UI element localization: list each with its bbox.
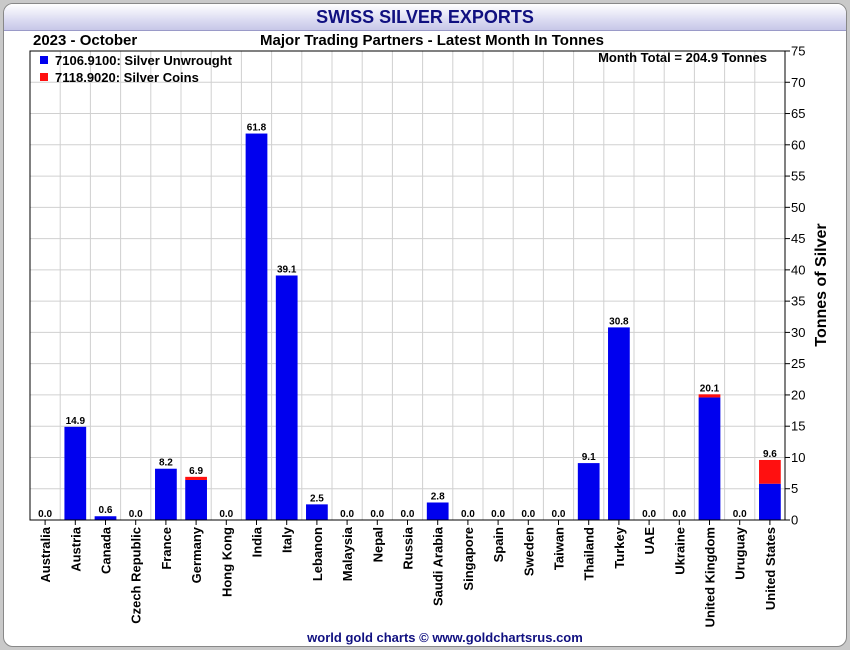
x-tick-label: Nepal <box>370 527 385 562</box>
y-tick-label: 60 <box>791 137 805 152</box>
y-tick-label: 65 <box>791 106 805 121</box>
data-label: 9.1 <box>582 452 596 463</box>
y-tick-label: 45 <box>791 231 805 246</box>
legend-label-unwrought: 7106.9100: Silver Unwrought <box>55 53 233 68</box>
y-tick-label: 0 <box>791 513 798 528</box>
y-tick-label: 5 <box>791 481 798 496</box>
x-tick-label: United States <box>763 527 778 610</box>
data-label: 0.0 <box>219 509 233 520</box>
bar-unwrought-united-kingdom <box>698 397 721 520</box>
x-tick-label: Sweden <box>521 527 536 576</box>
data-label: 39.1 <box>277 264 297 275</box>
x-tick-label: Saudi Arabia <box>431 526 446 606</box>
y-tick-label: 50 <box>791 200 805 215</box>
bar-unwrought-lebanon <box>306 504 328 520</box>
bar-coins-united-states <box>759 459 781 484</box>
y-tick-label: 55 <box>791 169 805 184</box>
legend-swatch-coins <box>40 73 48 81</box>
data-label: 2.5 <box>310 493 324 504</box>
x-tick-label: Uruguay <box>733 526 748 580</box>
title-bar: SWISS SILVER EXPORTS <box>4 4 846 31</box>
x-tick-label: UAE <box>642 527 657 555</box>
data-label: 30.8 <box>609 316 629 327</box>
x-tick-label: Thailand <box>582 527 597 581</box>
bar-unwrought-thailand <box>577 463 600 520</box>
month-total: Month Total = 204.9 Tonnes <box>598 50 767 65</box>
data-label: 0.0 <box>129 509 143 520</box>
grid <box>30 50 785 521</box>
y-tick-label: 30 <box>791 325 805 340</box>
legend-swatch-unwrought <box>40 56 48 64</box>
y-tick-label: 75 <box>791 44 805 59</box>
x-tick-label: Ukraine <box>672 527 687 575</box>
bar-coins-united-kingdom <box>698 394 721 398</box>
data-label: 0.0 <box>733 509 747 520</box>
bar-unwrought-united-states <box>759 483 781 520</box>
bar-unwrought-india <box>245 133 268 520</box>
bar-unwrought-turkey <box>608 327 630 520</box>
data-label: 0.0 <box>642 509 656 520</box>
data-label: 61.8 <box>247 123 267 134</box>
x-tick-label: Germany <box>189 526 204 583</box>
bars: 0.0 14.9 0.6 0.0 8.2 6.9 0.0 61.8 39.1 2.5 0.0 0.0 0… <box>38 123 781 520</box>
y-tick-label: 15 <box>791 419 805 434</box>
y-tick-label: 10 <box>791 450 805 465</box>
data-label: 20.1 <box>700 383 720 394</box>
data-label: 0.0 <box>401 509 415 520</box>
bar-coins-germany <box>185 476 207 480</box>
x-tick-label: Lebanon <box>310 527 325 581</box>
y-tick-label: 20 <box>791 387 805 402</box>
period-label: 2023 - October <box>33 32 137 49</box>
bar-unwrought-germany <box>185 479 207 520</box>
data-label: 14.9 <box>66 416 86 427</box>
x-tick-label: United Kingdom <box>703 527 718 627</box>
bar-unwrought-austria <box>64 426 87 520</box>
x-tick-label: Canada <box>99 526 114 574</box>
bar-unwrought-france <box>155 468 177 520</box>
x-tick-label: Italy <box>280 526 295 553</box>
data-label: 0.0 <box>491 509 505 520</box>
plot-area: 0.0 14.9 0.6 0.0 8.2 6.9 0.0 61.8 39.1 2.5 0.0 0.0 0… <box>29 50 786 521</box>
data-label: 0.0 <box>461 509 475 520</box>
data-label: 0.0 <box>672 509 686 520</box>
x-tick-label: Malaysia <box>340 526 355 581</box>
chart-subtitle: Major Trading Partners - Latest Month In… <box>260 32 604 49</box>
y-axis: 0 5 10 15 20 25 30 35 40 45 50 55 60 65 70 75 <box>785 44 805 528</box>
credit-text: world gold charts © www.goldchartsrus.co… <box>306 630 583 645</box>
x-tick-label: Russia <box>401 526 416 569</box>
data-label: 0.0 <box>38 509 52 520</box>
x-tick-label: India <box>250 526 265 557</box>
chart-title: SWISS SILVER EXPORTS <box>316 7 534 27</box>
legend: 7106.9100: Silver Unwrought 7118.9020: S… <box>40 53 233 85</box>
data-label: 0.0 <box>340 509 354 520</box>
data-label: 8.2 <box>159 458 173 469</box>
x-tick-label: Singapore <box>461 527 476 591</box>
x-tick-label: Turkey <box>612 526 627 568</box>
bar-unwrought-canada <box>94 516 117 520</box>
x-tick-label: Spain <box>491 527 506 562</box>
y-axis-title: Tonnes of Silver <box>813 223 830 346</box>
x-axis: Australia Austria Canada Czech Republic Fran… <box>38 520 778 627</box>
data-label: 2.8 <box>431 491 445 502</box>
x-tick-label: Taiwan <box>552 527 567 570</box>
data-label: 0.0 <box>521 509 535 520</box>
bar-unwrought-italy <box>275 275 298 520</box>
legend-label-coins: 7118.9020: Silver Coins <box>55 70 199 85</box>
x-tick-label: Hong Kong <box>219 527 234 597</box>
bar-unwrought-saudi-arabia <box>426 502 449 520</box>
y-tick-label: 25 <box>791 356 805 371</box>
x-tick-label: Austria <box>68 526 83 572</box>
y-tick-label: 35 <box>791 294 805 309</box>
data-label: 0.6 <box>99 505 113 516</box>
data-label: 0.0 <box>552 509 566 520</box>
x-tick-label: Czech Republic <box>129 527 144 624</box>
data-label: 0.0 <box>370 509 384 520</box>
data-label: 6.9 <box>189 466 203 477</box>
y-tick-label: 40 <box>791 262 805 277</box>
x-tick-label: France <box>159 527 174 570</box>
data-label: 9.6 <box>763 449 777 460</box>
x-tick-label: Australia <box>38 526 53 582</box>
y-tick-label: 70 <box>791 75 805 90</box>
